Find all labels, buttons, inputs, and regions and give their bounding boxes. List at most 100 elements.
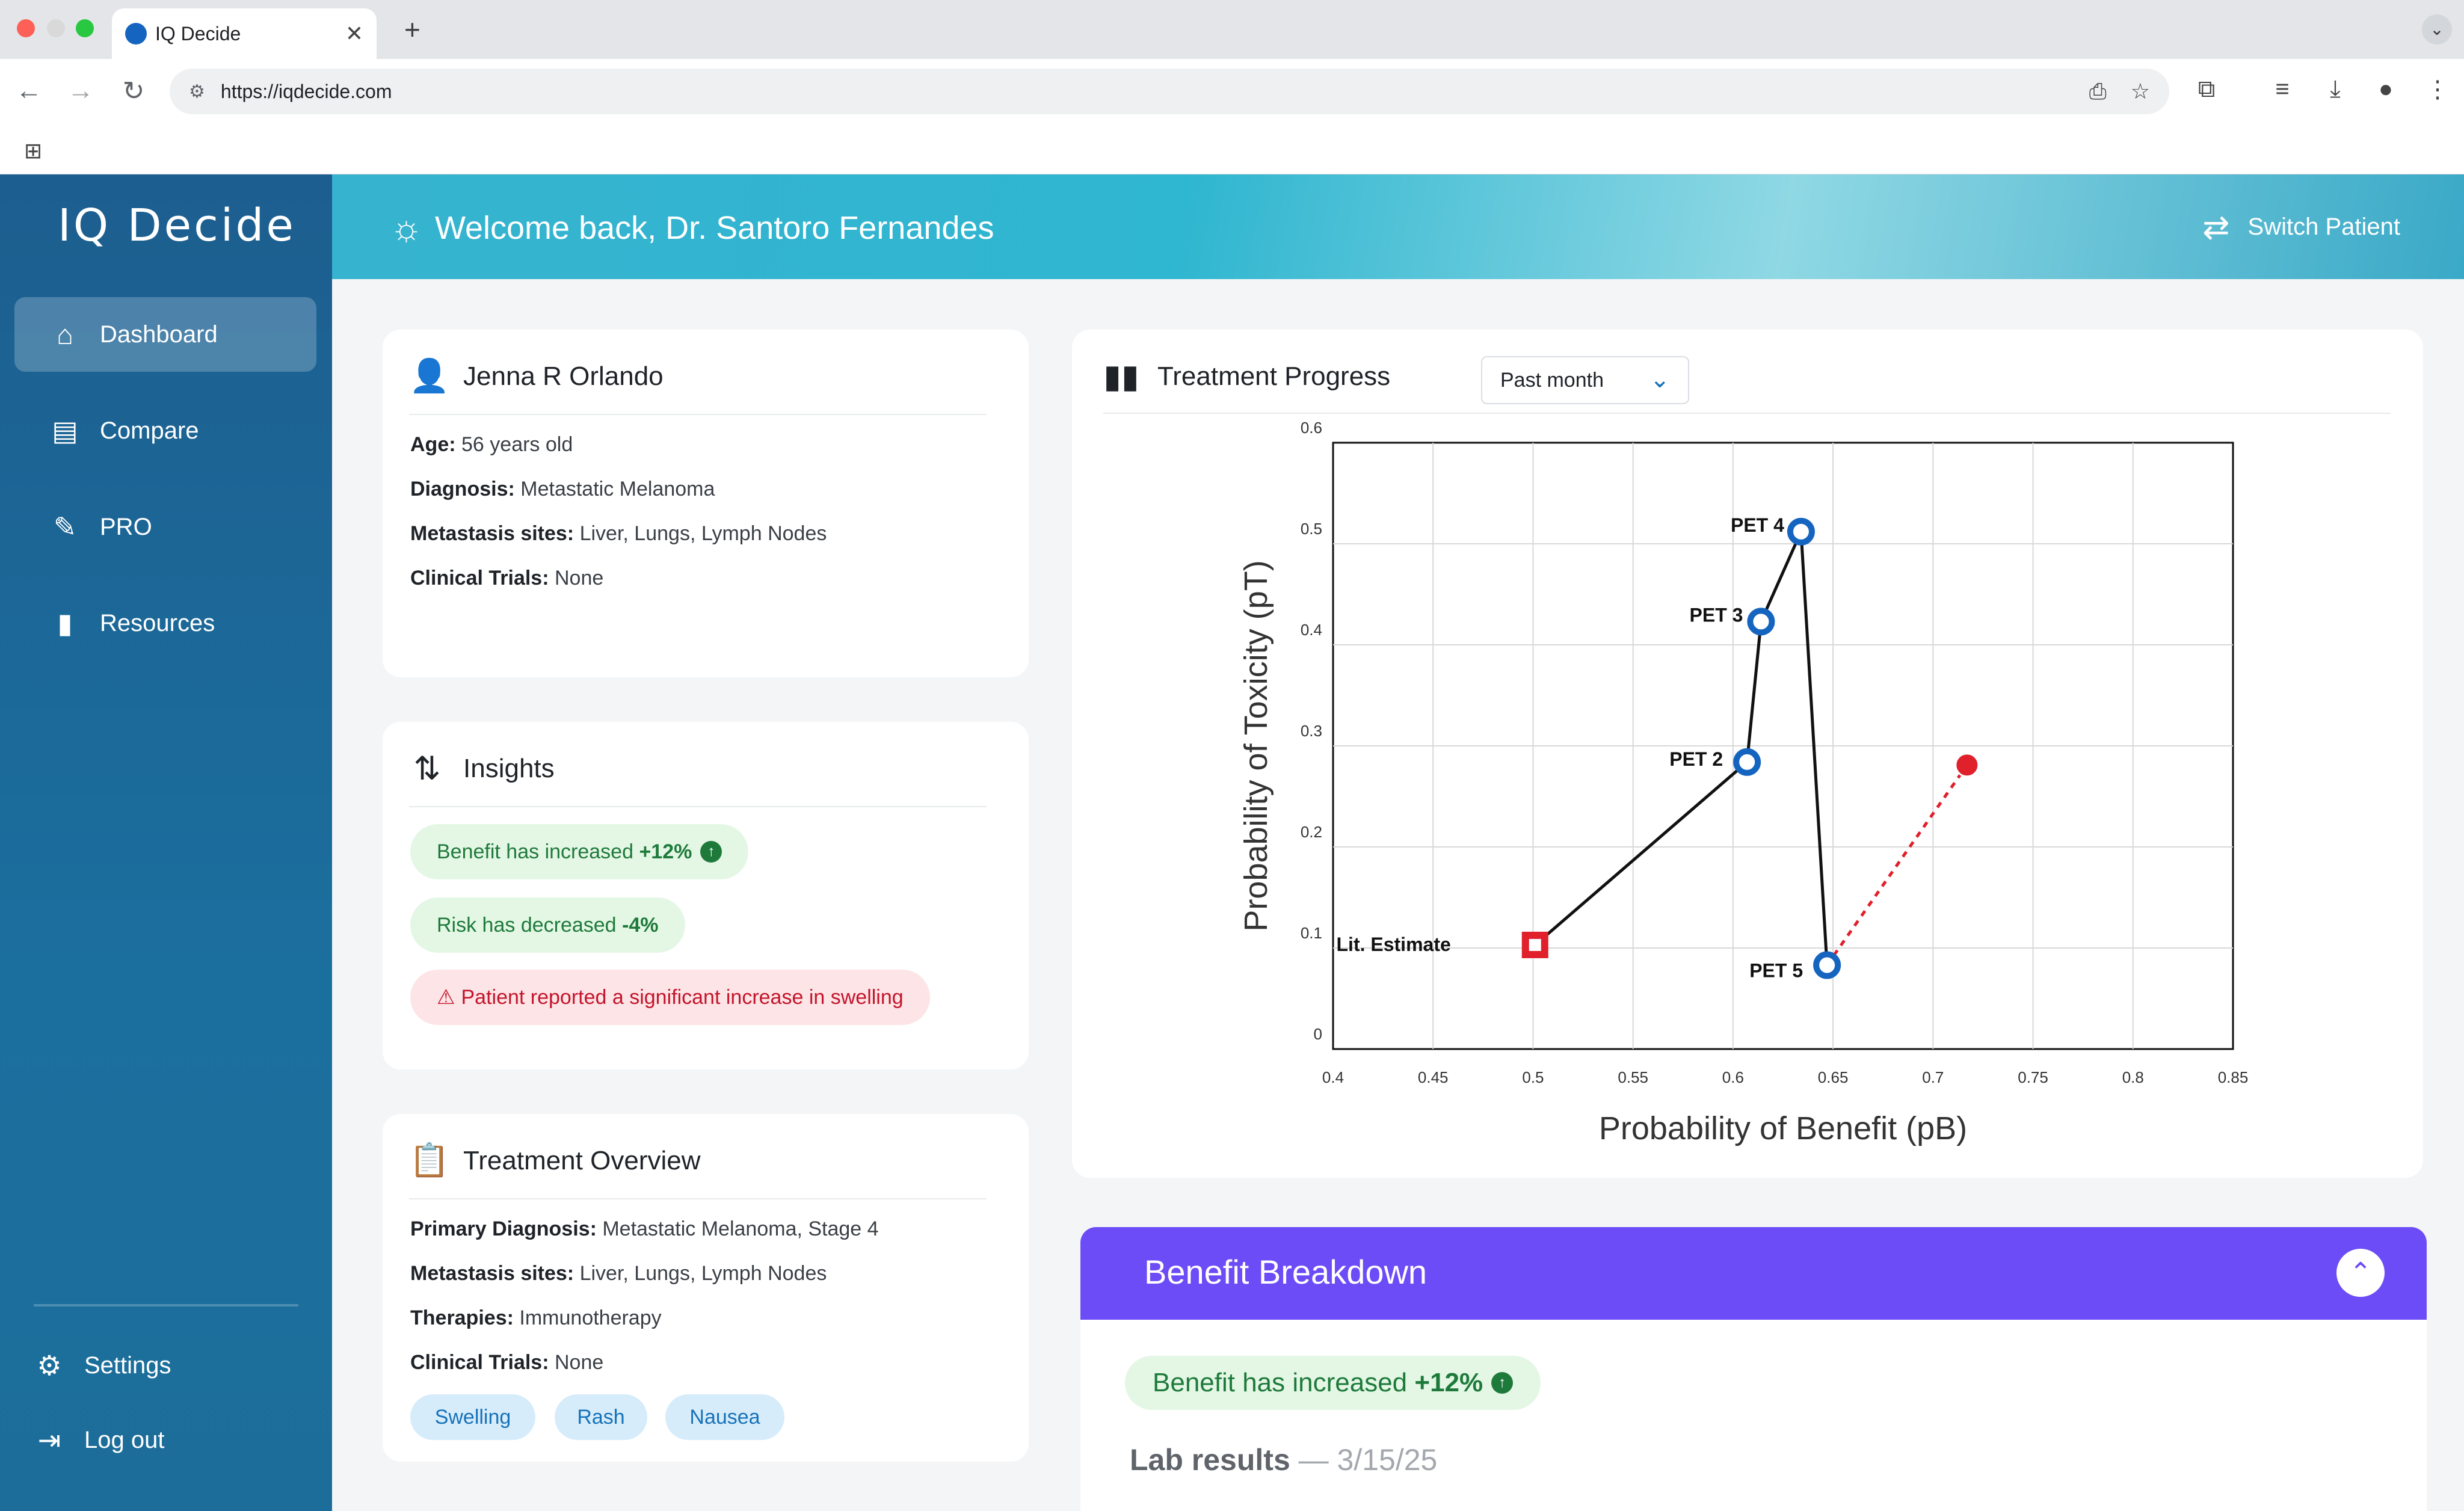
benefit-breakdown-badge: Benefit has increased +12% ↑ [1125, 1356, 1541, 1410]
y-tick-label: 0.6 [1301, 419, 1322, 437]
chevron-down-icon: ⌄ [1649, 366, 1670, 393]
maximize-window-button[interactable] [76, 19, 94, 37]
sidebar-item-label: Dashboard [100, 321, 218, 348]
overview-title-text: Treatment Overview [463, 1145, 701, 1175]
treatment-overview-card: 📋 Treatment Overview Primary Diagnosis: … [383, 1114, 1029, 1462]
collapse-chevron-up-icon[interactable]: ⌃ [2336, 1249, 2385, 1297]
insights-card: ⇅ Insights Benefit has increased +12% ↑ … [383, 722, 1029, 1069]
favicon-icon [125, 23, 147, 45]
patient-metastasis: Metastasis sites: Liver, Lungs, Lymph No… [410, 522, 827, 545]
tab-title: IQ Decide [155, 22, 241, 45]
sidebar-item-label: Settings [84, 1352, 171, 1379]
lab-results-heading: Lab results — 3/15/25 [1130, 1442, 1437, 1477]
browser-menu-icon[interactable]: ⋮ [2426, 76, 2450, 103]
address-bar[interactable]: ⚙ https://iqdecide.com ⎙ ☆ [170, 69, 2169, 114]
benefit-breakdown-title: Benefit Breakdown [1144, 1253, 1428, 1291]
y-tick-label: 0.5 [1301, 520, 1322, 538]
sidebar-item-dashboard[interactable]: ⌂ Dashboard [14, 297, 316, 372]
sidebar-item-label: Compare [100, 417, 199, 444]
logout-icon: ⇥ [37, 1424, 61, 1456]
profile-avatar-icon[interactable]: ● [2378, 76, 2394, 102]
sidebar-item-compare[interactable]: ▤ Compare [14, 393, 316, 468]
projection-point [1954, 752, 1980, 778]
browser-chrome: IQ Decide ✕ + ⌄ ← → ↻ ⚙ https://iqdecide… [0, 0, 2464, 174]
switch-patient-button[interactable]: ⇄ Switch Patient [2202, 208, 2400, 246]
close-window-button[interactable] [17, 19, 35, 37]
benefit-insight-value: +12% [639, 840, 692, 863]
warning-icon: ⚠ [437, 986, 455, 1009]
risk-insight-text: Risk has decreased [437, 913, 617, 937]
projection-line [1826, 764, 1968, 966]
pet-point [1747, 608, 1775, 636]
benefit-breakdown-header: Benefit Breakdown ⌃ [1080, 1227, 2427, 1320]
person-icon: 👤 [409, 358, 450, 394]
divider [409, 414, 987, 415]
patient-diagnosis: Diagnosis: Metastatic Melanoma [410, 478, 715, 500]
point-label: PET 4 [1731, 514, 1784, 536]
sidebar-item-resources[interactable]: ▮ Resources [14, 586, 316, 660]
sidebar-item-label: Resources [100, 609, 215, 636]
y-axis-label: Probability of Toxicity (pT) [1238, 560, 1274, 931]
app-logo[interactable]: IQ Decide [58, 200, 296, 251]
browser-toolbar: ← → ↻ ⚙ https://iqdecide.com ⎙ ☆ ⧉ ≡ ⤓ ●… [0, 59, 2464, 123]
compare-icon: ▤ [52, 415, 78, 446]
forward-button[interactable]: → [67, 76, 94, 105]
back-button[interactable]: ← [16, 76, 42, 105]
symptom-tag-swelling[interactable]: Swelling [410, 1394, 535, 1440]
close-tab-icon[interactable]: ✕ [345, 21, 363, 46]
gear-icon: ⚙ [37, 1350, 62, 1381]
benefit-breakdown-body: Benefit has increased +12% ↑ Lab results… [1080, 1320, 2427, 1511]
treatment-progress-chart: 0.4 0.45 0.5 0.55 0.6 0.65 0.7 0.75 0.8 0.85 0 0.1 0… [1238, 419, 2248, 1146]
y-tick-label: 0 [1314, 1025, 1322, 1043]
media-queue-icon[interactable]: ≡ [2275, 76, 2290, 102]
sidebar-item-label: Log out [84, 1426, 165, 1453]
site-info-icon[interactable]: ⚙ [189, 81, 205, 102]
switch-patient-label: Switch Patient [2247, 214, 2400, 240]
overview-title: 📋 Treatment Overview [409, 1142, 700, 1180]
x-tick-label: 0.6 [1722, 1068, 1744, 1086]
sidebar-item-settings[interactable]: ⚙ Settings [14, 1328, 316, 1403]
url-text: https://iqdecide.com [220, 80, 392, 102]
x-tick-label: 0.5 [1522, 1068, 1544, 1086]
sidebar-item-logout[interactable]: ⇥ Log out [14, 1403, 316, 1477]
divider [1103, 413, 2391, 414]
reload-button[interactable]: ↻ [122, 76, 145, 106]
risk-insight-value: -4% [622, 913, 659, 937]
point-label: Lit. Estimate [1337, 934, 1451, 955]
x-tick-label: 0.75 [2018, 1068, 2048, 1086]
install-app-icon[interactable]: ⎙ [2089, 78, 2107, 103]
arrow-up-icon: ↑ [700, 841, 722, 863]
tab-search-button[interactable]: ⌄ [2422, 14, 2452, 45]
extensions-icon[interactable]: ⧉ [2198, 76, 2216, 102]
home-icon: ⌂ [57, 319, 73, 350]
progress-title-text: Treatment Progress [1157, 361, 1391, 391]
patient-card: 👤 Jenna R Orlando Age: 56 years old Diag… [383, 330, 1029, 677]
benefit-insight-text: Benefit has increased [437, 840, 633, 863]
risk-insight-badge: Risk has decreased -4% [410, 897, 685, 953]
symptom-tag-rash[interactable]: Rash [555, 1394, 647, 1440]
insights-title: ⇅ Insights [409, 749, 554, 787]
y-tick-label: 0.1 [1301, 924, 1322, 942]
pet-point [1813, 951, 1841, 979]
sidebar-item-pro[interactable]: ✎ PRO [14, 490, 316, 564]
apps-grid-icon[interactable]: ⊞ [24, 138, 43, 163]
new-tab-button[interactable]: + [404, 14, 420, 45]
benefit-insight-badge: Benefit has increased +12% ↑ [410, 824, 749, 879]
sun-icon: ☼ [390, 208, 423, 248]
minimize-window-button[interactable] [47, 19, 65, 37]
x-axis-label: Probability of Benefit (pB) [1599, 1110, 1967, 1146]
overview-therapies: Therapies: Immunotherapy [410, 1306, 662, 1329]
time-range-value: Past month [1500, 368, 1604, 392]
download-icon[interactable]: ⤓ [2330, 76, 2341, 102]
browser-tab[interactable]: IQ Decide ✕ [112, 8, 377, 59]
tab-strip: IQ Decide ✕ + ⌄ [0, 0, 2464, 59]
point-label: PET 5 [1749, 960, 1803, 982]
bookmarks-bar: ⊞ [0, 123, 2464, 174]
sidebar: IQ Decide ⌂ Dashboard ▤ Compare ✎ PRO ▮ … [0, 174, 332, 1511]
time-range-select[interactable]: Past month ⌄ [1481, 356, 1689, 404]
warning-text: Patient reported a significant increase … [461, 985, 904, 1009]
bookmark-star-icon[interactable]: ☆ [2130, 79, 2150, 103]
symptom-tag-nausea[interactable]: Nausea [665, 1394, 784, 1440]
x-tick-label: 0.7 [1922, 1068, 1944, 1086]
y-tick-label: 0.2 [1301, 823, 1322, 841]
